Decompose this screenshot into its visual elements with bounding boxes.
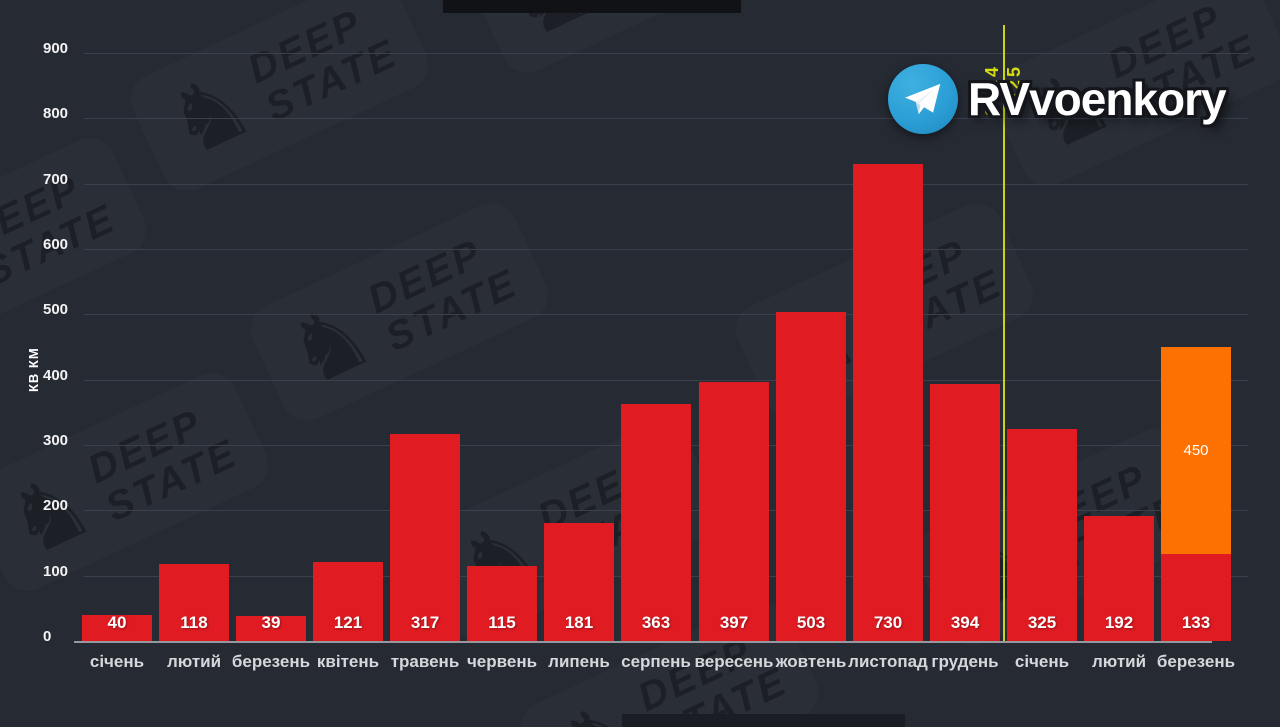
month-label-2: березень xyxy=(231,652,311,671)
month-label-7: серпень xyxy=(621,652,691,671)
bar-січень-0: 40 xyxy=(82,613,152,641)
top-crop-strip xyxy=(443,0,741,13)
y-tick-label: 500 xyxy=(43,301,69,319)
x-axis-line xyxy=(74,641,1212,643)
bar-value-label: 503 xyxy=(796,613,826,632)
gridline-900 xyxy=(84,53,1248,54)
month-label-11: грудень xyxy=(931,652,999,671)
bar-value-label: 133 xyxy=(1181,613,1211,632)
bar-value-label: 39 xyxy=(261,613,281,632)
y-tick-label: 900 xyxy=(43,40,69,57)
bar-листопад-10: 730 xyxy=(853,164,923,641)
bar-липень-6: 181 xyxy=(544,523,614,641)
y-tick-label: 200 xyxy=(43,497,69,515)
channel-logo: RVvoenkory xyxy=(888,64,1227,134)
month-label-3: квітень xyxy=(316,652,380,671)
month-label-12: січень xyxy=(1014,652,1070,671)
y-tick-label: 800 xyxy=(43,105,69,123)
gridline-400 xyxy=(84,379,1248,381)
month-label-13: лютий xyxy=(1091,652,1147,671)
bar-value-label: 118 xyxy=(180,613,208,632)
year-divider-line xyxy=(1003,25,1005,641)
bar-червень-5: 115 xyxy=(467,566,537,641)
bar-лютий-1: 118 xyxy=(159,564,229,641)
bar-value-label: 181 xyxy=(564,613,594,632)
bar-березень-2: 39 xyxy=(236,613,306,641)
month-label-0: січень xyxy=(89,652,145,671)
y-tick-label: 400 xyxy=(43,366,69,384)
bar-грудень-11: 394 xyxy=(930,384,1000,641)
bar-квітень-3: 121 xyxy=(313,562,383,641)
knight-icon: ♞ xyxy=(269,278,390,411)
month-label-5: червень xyxy=(466,652,538,671)
forecast-bar: 450 xyxy=(1161,347,1231,554)
bar-жовтень-9: 503 xyxy=(776,312,846,641)
gridline-800 xyxy=(84,118,1248,120)
bottom-crop-strip xyxy=(622,714,905,727)
bar-value-label: 730 xyxy=(873,613,903,632)
bar-value-label: 192 xyxy=(1104,613,1134,632)
y-tick-label: 300 xyxy=(43,432,69,449)
knight-icon: ♞ xyxy=(149,48,270,181)
y-tick-label: 100 xyxy=(43,562,69,580)
bar-лютий-13: 192 xyxy=(1084,516,1154,641)
channel-name: RVvoenkory xyxy=(968,73,1227,125)
month-label-4: травень xyxy=(390,652,460,671)
bar-серпень-7: 363 xyxy=(621,404,691,641)
y-tick-label: 0 xyxy=(43,628,52,645)
bar-value-label: 317 xyxy=(410,613,440,632)
forecast-value-label: 450 xyxy=(1183,442,1209,459)
month-label-1: лютий xyxy=(166,652,222,671)
bar-value-label: 394 xyxy=(950,613,980,632)
bar-value-label: 115 xyxy=(488,613,516,632)
bar-березень-14: 133 xyxy=(1161,554,1231,641)
gridline-700 xyxy=(84,183,1248,185)
paper-plane-icon xyxy=(905,83,941,115)
month-label-8: вересень xyxy=(694,652,774,671)
gridline-600 xyxy=(84,249,1248,250)
bar-value-label: 325 xyxy=(1027,613,1057,632)
knight-icon: ♞ xyxy=(0,448,110,581)
y-tick-label: 700 xyxy=(43,170,69,188)
month-label-10: листопад xyxy=(848,652,928,671)
y-axis-title: КВ КМ xyxy=(26,347,41,392)
month-label-14: березень xyxy=(1156,652,1236,671)
month-label-9: жовтень xyxy=(775,652,847,671)
bar-вересень-8: 397 xyxy=(699,382,769,641)
bar-value-label: 40 xyxy=(107,613,127,632)
bar-value-label: 363 xyxy=(641,613,671,632)
telegram-icon xyxy=(888,64,958,134)
gridline-500 xyxy=(84,314,1248,316)
month-label-6: липень xyxy=(548,652,610,671)
bar-травень-4: 317 xyxy=(390,434,460,641)
bar-січень-12: 325 xyxy=(1007,429,1077,641)
bar-value-label: 397 xyxy=(719,613,749,632)
bar-value-label: 121 xyxy=(333,613,363,632)
y-tick-label: 600 xyxy=(43,236,69,253)
